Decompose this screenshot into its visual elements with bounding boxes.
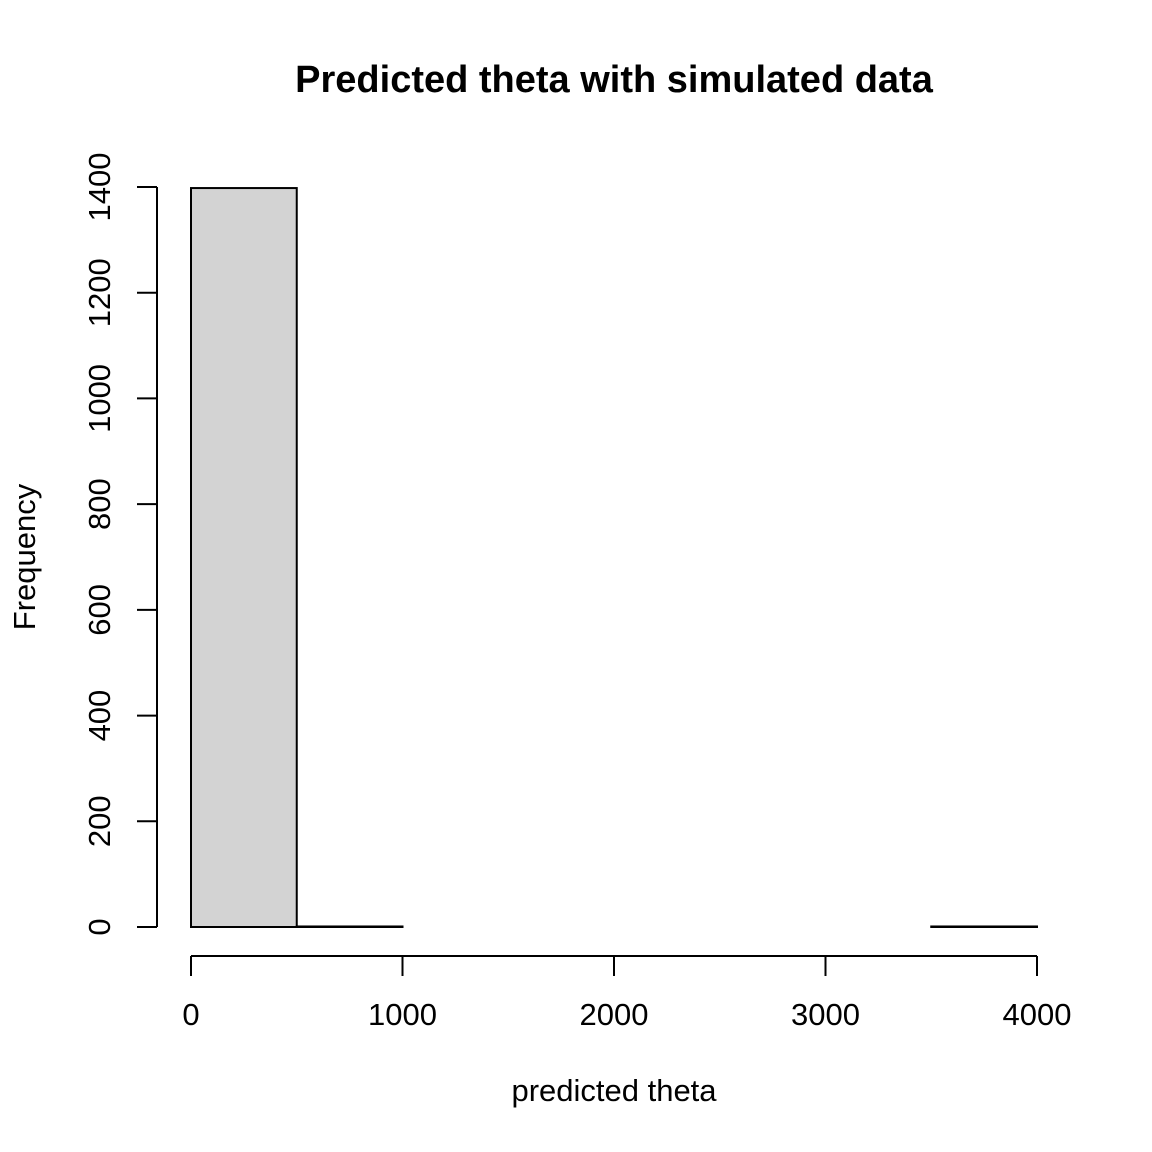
x-tick-label: 4000 — [1003, 997, 1072, 1032]
histogram-bar — [930, 925, 1038, 929]
x-tick-label: 2000 — [580, 997, 649, 1032]
y-tick-label: 800 — [82, 478, 117, 530]
x-tick-label: 0 — [182, 997, 199, 1032]
y-axis-label: Frequency — [7, 483, 42, 630]
x-axis-label: predicted theta — [511, 1073, 717, 1108]
x-tick-label: 1000 — [368, 997, 437, 1032]
x-axis: 0 1000 2000 3000 4000 — [182, 955, 1072, 1032]
y-tick-label: 400 — [82, 690, 117, 742]
histogram-bar — [295, 925, 404, 929]
x-tick-label: 3000 — [791, 997, 860, 1032]
y-tick-label: 1200 — [82, 258, 117, 327]
y-axis: 0 200 400 600 800 1000 1200 1400 — [82, 153, 158, 936]
histogram-bar — [190, 187, 298, 929]
bars-group — [190, 187, 1038, 929]
y-tick-label: 0 — [82, 918, 117, 935]
y-tick-label: 600 — [82, 584, 117, 636]
chart-title: Predicted theta with simulated data — [295, 59, 934, 101]
y-tick-label: 1400 — [82, 153, 117, 222]
y-tick-label: 1000 — [82, 364, 117, 433]
y-tick-label: 200 — [82, 795, 117, 847]
